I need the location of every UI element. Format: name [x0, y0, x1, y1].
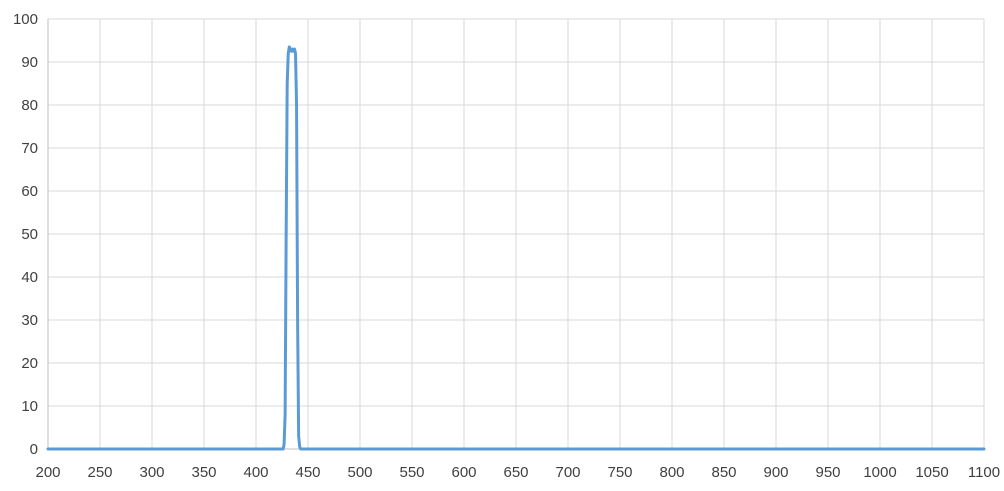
y-tick-labels: 0 10 20 30 40 50 60 70 80 90 100 [13, 11, 38, 458]
x-tick-label: 550 [399, 464, 424, 481]
x-tick-label: 850 [711, 464, 736, 481]
series-line [46, 45, 986, 451]
x-tick-label: 350 [191, 464, 216, 481]
x-tick-label: 300 [139, 464, 164, 481]
y-tick-label: 70 [21, 140, 38, 157]
y-tick-label: 60 [21, 183, 38, 200]
y-tick-label: 30 [21, 312, 38, 329]
y-tick-label: 90 [21, 54, 38, 71]
x-tick-labels: 200 250 300 350 400 450 500 550 600 650 700 750 800 8… [35, 464, 1000, 481]
x-tick-label: 200 [35, 464, 60, 481]
x-tick-label: 650 [503, 464, 528, 481]
x-tick-label: 1000 [863, 464, 896, 481]
x-tick-label: 1100 [968, 464, 1000, 481]
x-tick-label: 950 [815, 464, 840, 481]
y-tick-label: 20 [21, 355, 38, 372]
x-tick-label: 750 [607, 464, 632, 481]
x-tick-label: 900 [763, 464, 788, 481]
y-tick-label: 10 [21, 398, 38, 415]
series-lines [46, 45, 986, 451]
y-tick-label: 80 [21, 97, 38, 114]
x-tick-label: 1050 [915, 464, 948, 481]
y-tick-label: 40 [21, 269, 38, 286]
x-tick-label: 800 [659, 464, 684, 481]
y-tick-label: 100 [13, 11, 38, 28]
y-tick-label: 0 [30, 441, 38, 458]
x-tick-label: 600 [451, 464, 476, 481]
x-tick-label: 400 [243, 464, 268, 481]
x-tick-label: 450 [295, 464, 320, 481]
x-tick-label: 250 [87, 464, 112, 481]
x-tick-label: 500 [347, 464, 372, 481]
y-tick-label: 50 [21, 226, 38, 243]
grid-lines [48, 18, 985, 449]
x-tick-label: 700 [555, 464, 580, 481]
